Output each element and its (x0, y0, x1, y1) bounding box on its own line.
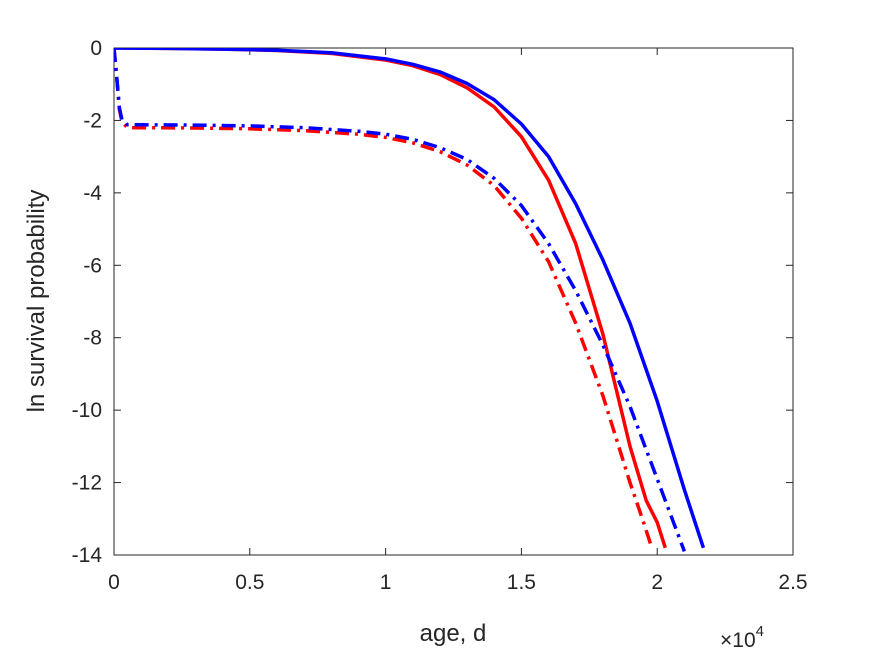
x-exponent-base: ×10 (720, 629, 756, 652)
x-tick-label: 0.5 (235, 571, 264, 594)
y-tick-label: -8 (83, 327, 102, 350)
series-line-2 (114, 48, 706, 549)
y-tick-label: -14 (72, 544, 103, 567)
x-tick-label: 2.5 (778, 571, 807, 594)
x-tick-label: 1.5 (507, 571, 536, 594)
series-layer (114, 48, 706, 553)
y-axis-label: ln survival probability (23, 190, 50, 413)
y-tick-label: -12 (72, 472, 102, 495)
x-tick-label: 1 (380, 571, 392, 594)
y-tick-label: -10 (72, 399, 102, 422)
y-tick-label: -4 (83, 182, 102, 205)
x-axis-label: age, d (420, 620, 487, 647)
plot-area (113, 47, 794, 556)
series-line-3 (114, 48, 654, 549)
y-tick-label: -6 (83, 254, 102, 277)
x-tick-label: 0 (108, 571, 120, 594)
y-tick-label: -2 (83, 109, 102, 132)
ticks: 0 0.5 1 1.5 2 2.5 0 -2 -4 -6 -8 -10 -12 -14 (72, 37, 808, 594)
series-line-4 (114, 48, 687, 553)
x-exponent-label: ×104 (720, 623, 764, 652)
x-exponent-power: 4 (756, 623, 764, 640)
y-tick-label: 0 (90, 37, 102, 60)
x-tick-label: 2 (651, 571, 663, 594)
